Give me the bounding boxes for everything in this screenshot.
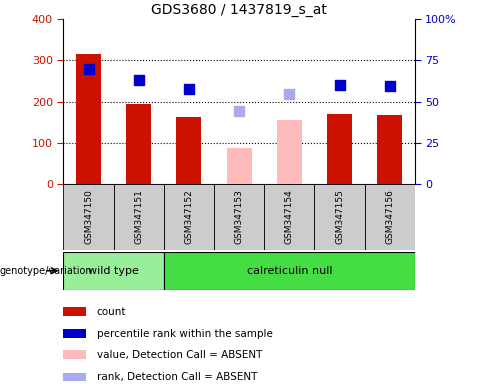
Bar [63,184,114,250]
Bar [327,114,352,184]
Bar [226,148,252,184]
Text: calreticulin null: calreticulin null [246,266,332,276]
Bar [63,372,86,381]
Bar [63,307,86,316]
Point [84,66,92,72]
Bar [126,104,151,184]
Bar [377,115,402,184]
Bar [164,252,415,290]
Point [135,77,142,83]
Text: GSM347150: GSM347150 [84,190,93,245]
Bar [176,117,202,184]
Point [386,83,394,89]
Point [185,86,193,93]
Bar [277,119,302,184]
Bar [114,184,164,250]
Bar [314,184,365,250]
Bar [164,184,214,250]
Text: wild type: wild type [88,266,139,276]
Text: count: count [97,306,126,316]
Point [285,91,293,98]
Bar [63,252,164,290]
Bar [214,184,264,250]
Bar [365,184,415,250]
Text: rank, Detection Call = ABSENT: rank, Detection Call = ABSENT [97,372,257,382]
Text: percentile rank within the sample: percentile rank within the sample [97,329,272,339]
Title: GDS3680 / 1437819_s_at: GDS3680 / 1437819_s_at [151,3,327,17]
Bar [63,329,86,338]
Text: GSM347155: GSM347155 [335,190,344,245]
Text: GSM347154: GSM347154 [285,190,294,244]
Text: GSM347151: GSM347151 [134,190,143,245]
Point [336,82,344,88]
Text: GSM347152: GSM347152 [184,190,193,244]
Bar [264,184,314,250]
Bar [76,54,101,184]
Bar [63,351,86,359]
Text: GSM347153: GSM347153 [235,190,244,245]
Point [235,108,243,114]
Text: value, Detection Call = ABSENT: value, Detection Call = ABSENT [97,350,262,360]
Text: GSM347156: GSM347156 [385,190,394,245]
Text: genotype/variation: genotype/variation [0,266,93,276]
